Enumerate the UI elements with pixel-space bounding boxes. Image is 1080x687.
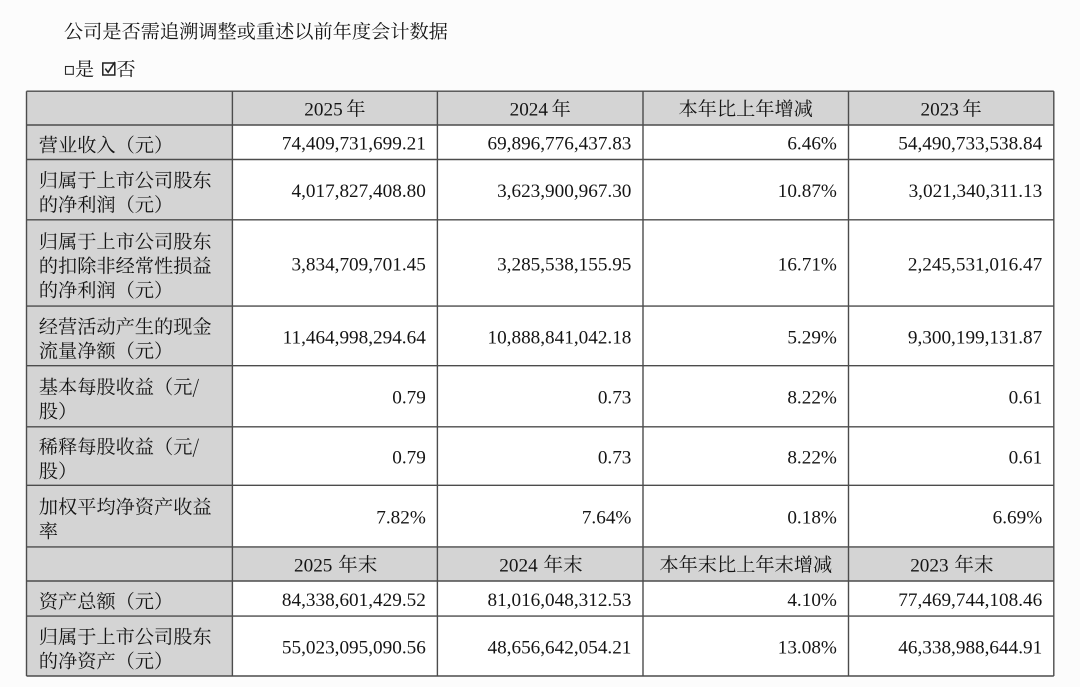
svg-text:8.22%: 8.22% (787, 388, 837, 409)
svg-text:81,016,048,312.53: 81,016,048,312.53 (487, 590, 631, 611)
svg-text:0.79: 0.79 (392, 447, 426, 468)
svg-text:74,409,731,699.21: 74,409,731,699.21 (282, 134, 426, 155)
svg-text:3,623,900,967.30: 3,623,900,967.30 (497, 181, 631, 202)
svg-text:54,490,733,538.84: 54,490,733,538.84 (898, 134, 1042, 155)
svg-text:8.22%: 8.22% (787, 447, 837, 468)
svg-text:4.10%: 4.10% (787, 590, 837, 611)
svg-text:0.61: 0.61 (1009, 388, 1043, 409)
svg-text:2,245,531,016.47: 2,245,531,016.47 (908, 254, 1043, 275)
svg-text:3,285,538,155.95: 3,285,538,155.95 (497, 254, 631, 275)
svg-text:0.73: 0.73 (598, 388, 632, 409)
svg-text:0.73: 0.73 (598, 447, 632, 468)
svg-text:0.18%: 0.18% (787, 508, 837, 529)
svg-text:0.79: 0.79 (392, 388, 426, 409)
svg-text:10.87%: 10.87% (778, 181, 837, 202)
svg-text:55,023,095,090.56: 55,023,095,090.56 (282, 637, 426, 658)
svg-text:46,338,988,644.91: 46,338,988,644.91 (898, 637, 1042, 658)
svg-text:11,464,998,294.64: 11,464,998,294.64 (283, 327, 427, 348)
svg-text:84,338,601,429.52: 84,338,601,429.52 (282, 590, 426, 611)
svg-text:48,656,642,054.21: 48,656,642,054.21 (487, 637, 631, 658)
svg-text:4,017,827,408.80: 4,017,827,408.80 (291, 181, 425, 202)
svg-text:2023: 2023 (910, 555, 948, 576)
svg-text:13.08%: 13.08% (778, 637, 837, 658)
svg-text:2025: 2025 (304, 100, 342, 121)
svg-text:7.64%: 7.64% (582, 508, 632, 529)
svg-text:10,888,841,042.18: 10,888,841,042.18 (487, 327, 631, 348)
svg-text:9,300,199,131.87: 9,300,199,131.87 (908, 327, 1043, 348)
svg-text:7.82%: 7.82% (376, 508, 426, 529)
svg-text:0.61: 0.61 (1009, 447, 1043, 468)
svg-text:2025: 2025 (294, 555, 332, 576)
svg-text:77,469,744,108.46: 77,469,744,108.46 (898, 590, 1042, 611)
svg-text:3,834,709,701.45: 3,834,709,701.45 (291, 254, 425, 275)
svg-text:69,896,776,437.83: 69,896,776,437.83 (487, 134, 631, 155)
svg-text:3,021,340,311.13: 3,021,340,311.13 (909, 181, 1043, 202)
svg-text:6.46%: 6.46% (787, 134, 837, 155)
svg-text:6.69%: 6.69% (993, 508, 1043, 529)
svg-text:2024: 2024 (510, 100, 549, 121)
svg-text:16.71%: 16.71% (778, 254, 837, 275)
svg-text:2024: 2024 (499, 555, 538, 576)
svg-text:2023: 2023 (921, 100, 959, 121)
svg-text:5.29%: 5.29% (787, 327, 837, 348)
